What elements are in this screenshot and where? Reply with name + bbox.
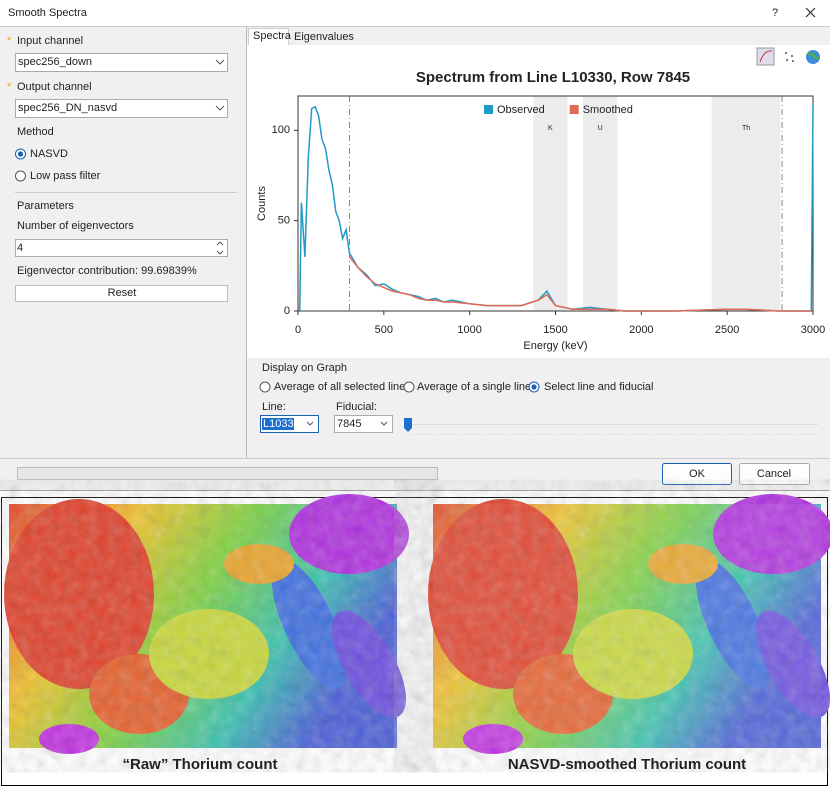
title-bar [0, 0, 830, 26]
svg-text:*: * [7, 81, 12, 93]
legend-label: Observed [497, 104, 545, 116]
radio-label: Low pass filter [30, 170, 101, 182]
label: Display on Graph [262, 362, 347, 374]
radio-label: Select line and fiducial [544, 381, 653, 393]
radio[interactable] [15, 170, 26, 182]
dropdown-value: 7845 [337, 418, 361, 430]
x-tick-label: 1000 [457, 324, 481, 336]
image-caption: “Raw” Thorium count [123, 756, 278, 773]
ok-button[interactable] [662, 463, 732, 485]
window-title: Smooth Spectra [8, 7, 88, 19]
button-label: OK [689, 468, 706, 480]
energy-window [582, 96, 618, 311]
energy-window [533, 96, 568, 311]
legend-swatch [484, 105, 493, 114]
toolbar-button[interactable] [756, 47, 775, 66]
help-button[interactable]: ? [772, 7, 778, 19]
legend-label: Smoothed [583, 104, 633, 116]
radio-label: NASVD [30, 148, 68, 160]
contribution: Eigenvector contribution: 99.69839% [17, 265, 197, 277]
y-tick-label: 50 [278, 215, 290, 227]
dropdown-value: spec256_DN_nasvd [18, 102, 117, 114]
legend-swatch [569, 105, 579, 114]
window-label: U [598, 125, 603, 132]
radio[interactable] [259, 381, 271, 393]
x-tick-label: 1500 [543, 324, 567, 336]
x-axis-label: Energy (keV) [523, 340, 587, 352]
tab-label[interactable]: Eigenvalues [294, 31, 354, 43]
toolbar-button[interactable] [781, 48, 798, 65]
progress-bar [17, 467, 438, 480]
image-caption: NASVD-smoothed Thorium count [508, 756, 746, 773]
x-tick-label: 0 [295, 324, 301, 336]
dropdown-value: L10330 [263, 418, 300, 430]
cancel-button[interactable] [739, 463, 810, 485]
radio[interactable] [403, 381, 415, 393]
dropdown[interactable] [334, 415, 393, 433]
x-tick-label: 500 [375, 324, 393, 336]
x-tick-label: 2000 [629, 324, 653, 336]
label: Parameters [17, 200, 74, 212]
close-button[interactable] [805, 7, 816, 18]
button-label: Cancel [757, 468, 791, 480]
spin-value: 4 [17, 242, 23, 254]
y-tick-label: 0 [284, 305, 290, 317]
series-line [348, 256, 812, 312]
window-label: K [548, 125, 553, 132]
reset-button[interactable] [15, 285, 228, 302]
label: Output channel [17, 81, 92, 93]
energy-window [711, 96, 781, 311]
dropdown[interactable] [15, 99, 228, 118]
window-label: Th [742, 125, 750, 132]
x-tick-label: 3000 [801, 324, 825, 336]
label: Number of eigenvectors [17, 220, 134, 232]
y-axis-label: Counts [256, 186, 268, 221]
radio-label: Average of all selected lines [274, 381, 411, 393]
label: Input channel [17, 35, 83, 47]
spin-box[interactable] [15, 239, 228, 257]
x-tick-label: 2500 [715, 324, 739, 336]
dropdown-value: spec256_down [18, 56, 92, 68]
label: Fiducial: [336, 401, 377, 413]
chart-title: Spectrum from Line L10330, Row 7845 [416, 69, 690, 86]
button-label: Reset [108, 287, 137, 299]
y-tick-label: 100 [272, 124, 290, 136]
label: Line: [262, 401, 286, 413]
smoothed-thorium-image [428, 494, 830, 754]
raw-thorium-image [4, 494, 421, 754]
tab-label: Spectra [253, 30, 292, 42]
radio-label: Average of a single line [417, 381, 531, 393]
label: Method [17, 126, 54, 138]
dropdown[interactable] [15, 53, 228, 72]
svg-text:*: * [7, 35, 12, 47]
slider-thumb[interactable] [404, 418, 412, 432]
